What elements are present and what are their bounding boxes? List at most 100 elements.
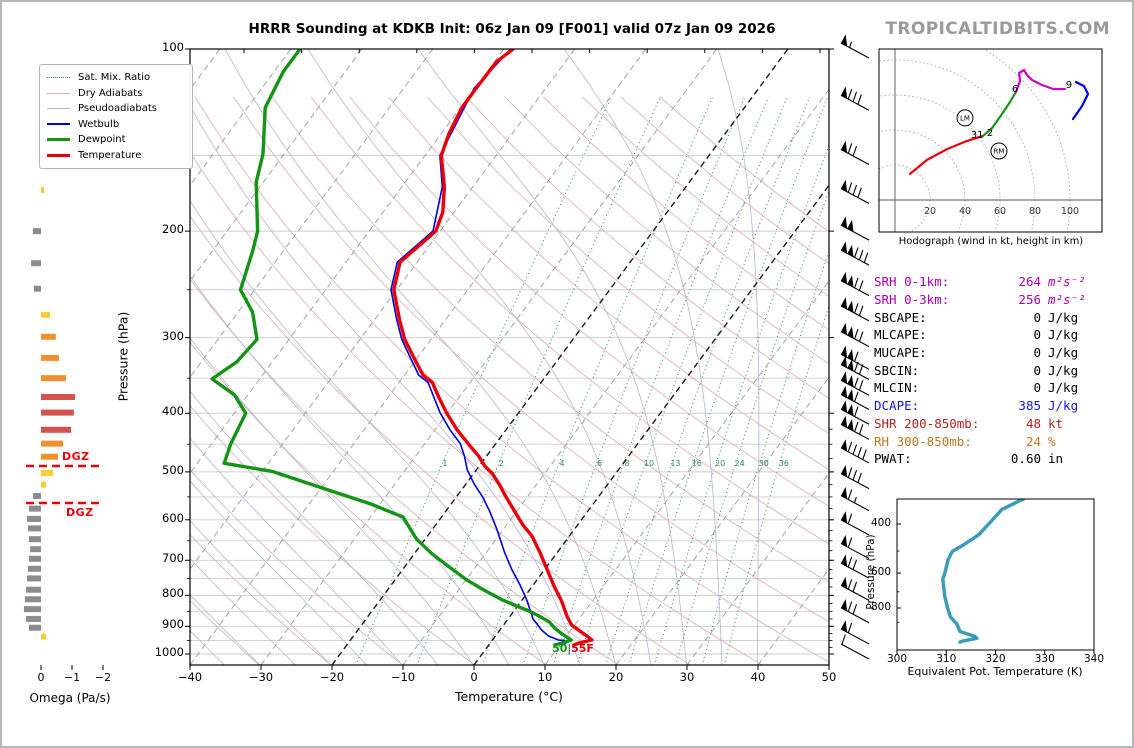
wind-barb-full — [847, 89, 853, 100]
hodograph-caption: Hodograph (wind in kt, height in km) — [898, 236, 1084, 247]
hodograph-trace — [1071, 80, 1090, 121]
stat-label: MUCAPE: — [874, 345, 927, 361]
legend-item: Sat. Mix. Ratio — [47, 70, 185, 86]
wind-barb-full — [852, 91, 858, 102]
stats-panel: SRH 0-1km: 264 m²s⁻² SRH 0-3km: 256 m²s⁻² SBCA… — [874, 273, 1100, 468]
stat-unit: m²s⁻² — [1048, 274, 1086, 290]
isotherm-line — [260, 49, 718, 665]
stat-row: SRH 0-1km: 264 m²s⁻² — [874, 273, 1100, 291]
omega-bar — [31, 260, 41, 267]
mixing-ratio-label: 6 — [596, 459, 603, 468]
legend-box: Sat. Mix. Ratio Dry Adiabats Pseudoadiabat… — [39, 64, 193, 169]
sat-mixing-ratio-line — [416, 96, 661, 665]
wind-barb-full — [847, 513, 853, 524]
storm-motion-marker — [956, 109, 974, 127]
stat-row: DCAPE: 385 J/kg — [874, 397, 1100, 415]
dry-adiabat-line — [465, 96, 829, 399]
omega-bar — [41, 453, 59, 460]
dry-adiabat-line — [349, 96, 829, 507]
wind-barb-full — [858, 249, 864, 261]
wind-barb-full — [847, 467, 853, 478]
surface-dewpoint-label: 50 — [552, 642, 568, 655]
wind-barb-full — [854, 303, 859, 314]
dry-adiabat-line — [194, 96, 829, 663]
wind-barb-pennant — [841, 345, 848, 358]
wind-barb-full — [857, 472, 862, 483]
hodograph-height-label: 6 — [1012, 84, 1018, 95]
hodograph-ring-label: 20 — [924, 206, 936, 217]
pressure-tick-label: 1000 — [154, 645, 184, 659]
pseudoadiabat-line — [190, 337, 474, 665]
wind-barb-pennant — [847, 326, 854, 339]
hodograph-plot: 20 40 60 80 100 31 2 6 9 LM RM — [879, 49, 1102, 232]
wind-barb-full — [847, 601, 853, 612]
pressure-axis-label: Pressure (hPa) — [115, 311, 131, 402]
stat-label: SBCAPE: — [874, 309, 927, 325]
x-tick-label: 30 — [679, 670, 695, 684]
legend-line-sample — [47, 138, 70, 142]
mixing-ratio-label: 13 — [670, 459, 681, 468]
wind-barb-full — [858, 305, 864, 316]
hodograph-height-label: 31 — [971, 130, 984, 141]
dry-adiabat-line — [310, 96, 829, 545]
sat-mixing-ratio-line — [628, 96, 829, 665]
wind-barb-pennant — [841, 554, 848, 567]
legend-item: Pseudoadiabats — [47, 101, 185, 117]
pseudoadiabat-line — [190, 104, 581, 665]
temperature-axis-label: Temperature (°C) — [455, 689, 563, 704]
isotherm-line — [402, 88, 829, 665]
x-tick-label: 20 — [608, 670, 624, 684]
sat-mixing-ratio-line — [675, 189, 829, 665]
omega-bar — [41, 393, 76, 400]
stat-value: 0 — [1033, 380, 1041, 396]
dgz-label-lower: DGZ — [66, 506, 94, 519]
wind-barb-pennant — [847, 403, 854, 416]
hodograph-trace — [981, 90, 1018, 137]
theta-e-p-tick-label: 400 — [870, 517, 891, 529]
pseudoadiabat-line — [190, 275, 510, 665]
omega-bar — [24, 596, 41, 603]
wind-barb-pennant — [841, 620, 848, 633]
wind-barb-pennant — [841, 385, 848, 398]
mixing-ratio-label: 8 — [624, 459, 630, 468]
wetbulb-trace — [390, 49, 570, 645]
skewt-background — [190, 49, 829, 665]
wind-barb-pennant — [841, 322, 848, 335]
pressure-tick-label: 100 — [162, 40, 184, 54]
stat-label: MLCIN: — [874, 380, 920, 396]
x-tick-label: −10 — [390, 670, 416, 684]
temperature-trace — [392, 49, 594, 647]
pressure-tick-label: 500 — [162, 462, 184, 477]
omega-bar — [41, 469, 54, 476]
stat-unit: J/kg — [1048, 345, 1079, 361]
wind-barb-pennant — [841, 464, 848, 477]
stat-unit: J/kg — [1048, 327, 1079, 343]
omega-bar — [27, 575, 41, 582]
omega-tick-label: 0 — [37, 671, 45, 684]
dry-adiabat-line — [190, 599, 260, 665]
wind-barb-pennant — [841, 415, 848, 428]
dry-adiabat-line — [190, 341, 548, 665]
x-tick-label: 0 — [470, 670, 478, 684]
wind-barb-full — [863, 252, 869, 263]
omega-bar — [41, 333, 56, 340]
wind-barb-full — [854, 406, 859, 417]
legend-item: Dry Adiabats — [47, 86, 185, 102]
wind-barb-full — [847, 143, 853, 154]
dry-adiabat-line — [233, 96, 829, 623]
x-tick-label: −30 — [248, 670, 274, 684]
pseudoadiabat-line — [717, 49, 760, 665]
legend-item-label: Wetbulb — [78, 118, 120, 130]
wind-barb-pennant — [841, 511, 848, 524]
dgz-label-upper: DGZ — [62, 450, 90, 463]
omega-bar — [23, 606, 41, 613]
theta-e-x-tick-label: 320 — [985, 653, 1006, 665]
dry-adiabat-line — [388, 96, 829, 471]
stat-unit: m²s⁻² — [1048, 292, 1086, 308]
wind-barb-full — [852, 184, 858, 196]
stat-label: PWAT: — [874, 451, 912, 467]
wind-barb-pennant — [841, 86, 848, 99]
wind-barb-pennant — [841, 534, 848, 547]
omega-bar — [27, 515, 41, 522]
theta-e-x-tick-label: 330 — [1034, 653, 1055, 665]
